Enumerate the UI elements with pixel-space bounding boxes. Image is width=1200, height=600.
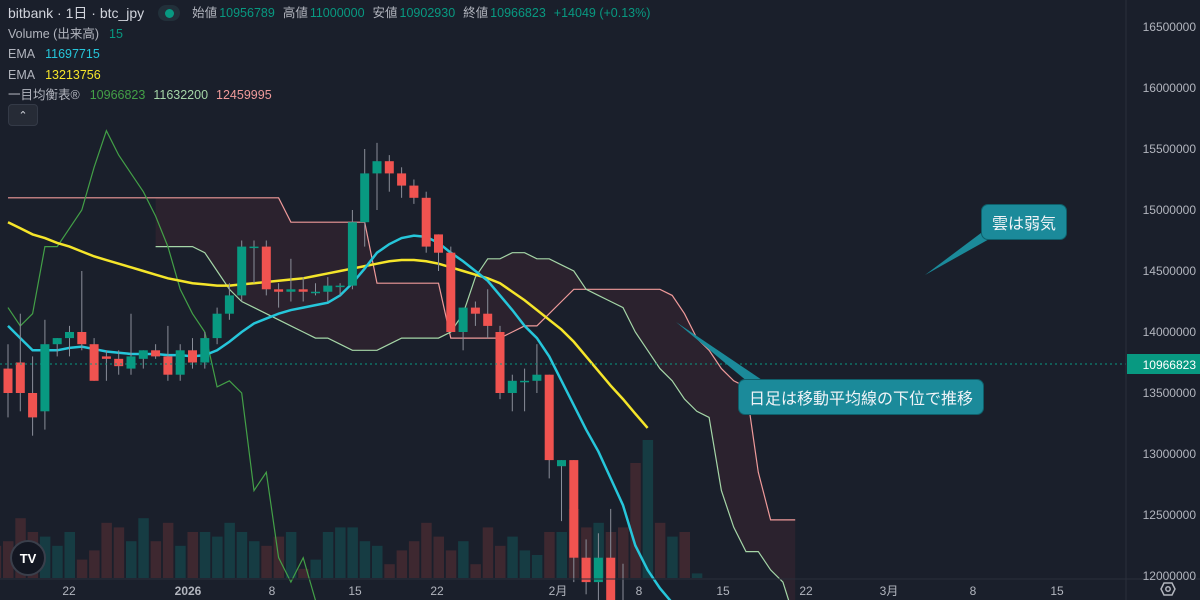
svg-text:16000000: 16000000 <box>1143 81 1197 95</box>
volume-label: Volume (出来高) <box>8 26 99 41</box>
volume-value: 15 <box>109 26 123 41</box>
volume-bars <box>0 440 703 578</box>
svg-text:8: 8 <box>636 584 643 598</box>
ichimoku-label: 一目均衡表® <box>8 88 80 102</box>
svg-text:15500000: 15500000 <box>1143 142 1197 156</box>
close-label: 終値 <box>463 6 489 20</box>
svg-text:16500000: 16500000 <box>1143 20 1197 34</box>
time-axis[interactable]: 22 2026 8 15 22 2月 8 15 22 3月 8 15 <box>62 584 1064 598</box>
callout-ema-pointer <box>676 322 765 382</box>
callout-below-ema[interactable]: 日足は移動平均線の下位で推移 <box>738 379 985 415</box>
open-label: 始値 <box>192 6 218 20</box>
ema-slow-label: EMA <box>8 67 36 82</box>
svg-text:8: 8 <box>970 584 977 598</box>
svg-text:22: 22 <box>799 584 813 598</box>
tradingview-logo-icon[interactable]: TV <box>10 540 46 576</box>
market-status-icon[interactable] <box>158 5 181 22</box>
svg-text:2026: 2026 <box>175 584 202 598</box>
candlesticks <box>3 142 624 600</box>
legend-header-row: bitbank · 1日 · btc_jpy 始値 10956789 高値 1100… <box>8 3 658 24</box>
ema-slow-value: 13213756 <box>45 67 101 82</box>
svg-text:15: 15 <box>1050 584 1064 598</box>
ichimoku-span-a-value: 11632200 <box>153 88 209 102</box>
svg-text:14500000: 14500000 <box>1143 264 1197 278</box>
price-axis[interactable]: 16500000 16000000 15500000 15000000 14500000… <box>1143 20 1197 600</box>
high-label: 高値 <box>282 6 308 20</box>
svg-text:3月: 3月 <box>880 584 899 598</box>
price-change: +14049 (+0.13%) <box>553 6 651 20</box>
svg-text:13000000: 13000000 <box>1143 447 1197 461</box>
svg-text:15: 15 <box>716 584 730 598</box>
svg-text:2月: 2月 <box>549 584 568 598</box>
svg-text:13500000: 13500000 <box>1143 386 1197 400</box>
svg-text:22: 22 <box>430 584 444 598</box>
svg-text:12000000: 12000000 <box>1143 569 1197 583</box>
high-value: 11000000 <box>309 6 365 20</box>
callout-cloud-bearish[interactable]: 雲は弱気 <box>981 204 1068 240</box>
svg-text:22: 22 <box>62 584 76 598</box>
ichimoku-conversion-value: 10966823 <box>89 88 146 102</box>
low-label: 安値 <box>372 6 398 20</box>
svg-text:12500000: 12500000 <box>1143 508 1197 522</box>
svg-text:15: 15 <box>348 584 362 598</box>
open-value: 10956789 <box>219 6 275 20</box>
legend-ema-fast[interactable]: EMA 11697715 <box>8 44 658 65</box>
chevron-up-icon: ⌃ <box>18 109 28 122</box>
legend-ema-slow[interactable]: EMA 13213756 <box>8 65 658 86</box>
ema-fast-value: 11697715 <box>45 47 100 61</box>
legend-volume[interactable]: Volume (出来高) 15 <box>8 24 658 45</box>
chart-legend: bitbank · 1日 · btc_jpy 始値 10956789 高値 1100… <box>8 3 658 106</box>
ichimoku-cloud <box>8 197 796 600</box>
close-value: 10966823 <box>490 6 546 20</box>
ema-fast-label: EMA <box>8 47 36 61</box>
collapse-legend-button[interactable]: ⌃ <box>8 104 38 126</box>
current-price-badge <box>1127 354 1200 374</box>
callout-cloud-pointer <box>925 230 1000 275</box>
current-price-label: 10966823 <box>1143 358 1197 372</box>
low-value: 10902930 <box>399 6 456 20</box>
svg-text:14000000: 14000000 <box>1143 325 1197 339</box>
settings-icon[interactable] <box>1160 582 1176 596</box>
symbol-title[interactable]: bitbank · 1日 · btc_jpy <box>8 5 145 21</box>
legend-ichimoku[interactable]: 一目均衡表® 10966823 11632200 12459995 <box>8 85 658 106</box>
ichimoku-span-b-value: 12459995 <box>216 88 272 102</box>
svg-text:8: 8 <box>269 584 276 598</box>
svg-text:15000000: 15000000 <box>1143 203 1197 217</box>
